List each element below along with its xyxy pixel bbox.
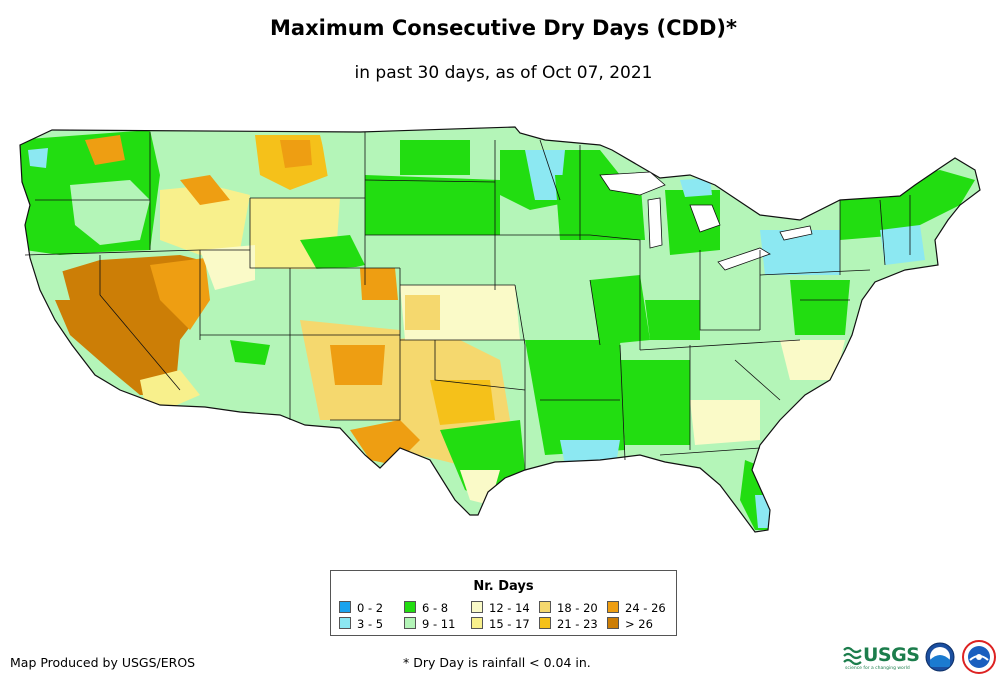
legend: Nr. Days 0 - 2 3 - 5 6 - 8 9 - 11 12 - 1… (330, 570, 677, 636)
legend-label: 12 - 14 (489, 601, 530, 615)
cdd-zone-carolinas (780, 340, 845, 380)
legend-label: 24 - 26 (625, 601, 666, 615)
legend-label: 6 - 8 (422, 601, 449, 615)
usgs-wave-icon (843, 646, 862, 666)
cdd-map (19, 126, 981, 533)
legend-label: 18 - 20 (557, 601, 598, 615)
legend-label: > 26 (625, 617, 653, 631)
cdd-zone-kansas-dry (405, 295, 440, 330)
legend-swatch (404, 617, 416, 629)
great-lakes (599, 171, 813, 271)
legend-item: 15 - 17 (471, 617, 530, 631)
legend-swatch (339, 601, 351, 613)
cdd-zone-dakotas (365, 175, 500, 235)
legend-swatch (404, 601, 416, 613)
cdd-zone-michigan-wet (680, 178, 712, 197)
legend-swatch (471, 617, 483, 629)
legend-item: 3 - 5 (339, 617, 384, 631)
cdd-zone-wa-dry (85, 135, 125, 165)
cdd-zone-virginia (790, 280, 850, 335)
legend-label: 21 - 23 (557, 617, 598, 631)
legend-item: 6 - 8 (404, 601, 449, 615)
cdd-zone-southern-new-england (880, 225, 925, 265)
legend-title: Nr. Days (473, 579, 534, 594)
legend-item: 18 - 20 (539, 601, 598, 615)
cdd-zone-e-montana (320, 130, 368, 190)
cdd-zone-montana-dry (280, 140, 312, 168)
cdd-zone-wyoming-wet (300, 235, 365, 275)
state-borders (24, 132, 911, 470)
cdd-zone-alabama (620, 360, 690, 445)
footnote-text: * Dry Day is rainfall < 0.04 in. (403, 655, 591, 670)
cdd-zone-new-mexico-dry (330, 345, 385, 385)
legend-swatch (539, 601, 551, 613)
noaa-logo-icon (925, 642, 955, 672)
cdd-zone-georgia (690, 400, 760, 445)
cdd-zone-mississippi (525, 340, 625, 455)
cdd-zone-idaho-dry (180, 175, 230, 205)
usgs-tagline: science for a changing world (845, 666, 910, 671)
cdd-zone-pennsylvania (760, 230, 840, 275)
legend-swatch (539, 617, 551, 629)
legend-item: 9 - 11 (404, 617, 456, 631)
legend-item: > 26 (607, 617, 653, 631)
legend-swatch (607, 601, 619, 613)
nws-logo-icon (962, 640, 996, 674)
cdd-zone-wa-wet (28, 148, 48, 168)
cdd-zone-louisiana (560, 440, 620, 470)
cdd-zone-arizona (200, 335, 290, 420)
legend-label: 0 - 2 (357, 601, 384, 615)
cdd-zone-arizona-wet (230, 340, 270, 365)
legend-item: 21 - 23 (539, 617, 598, 631)
map-subtitle: in past 30 days, as of Oct 07, 2021 (354, 63, 653, 83)
usgs-logo-text: USGS (863, 644, 920, 666)
usgs-logo: USGS science for a changing world (843, 640, 920, 672)
legend-label: 9 - 11 (422, 617, 456, 631)
cdd-zone-nevada-east (150, 258, 210, 330)
cdd-zone-utah-north (200, 245, 255, 290)
legend-item: 12 - 14 (471, 601, 530, 615)
legend-item: 0 - 2 (339, 601, 384, 615)
legend-label: 3 - 5 (357, 617, 384, 631)
cdd-zone-s-california (140, 370, 200, 408)
cdd-zone-s-florida (755, 495, 770, 528)
legend-item: 24 - 26 (607, 601, 666, 615)
credit-text: Map Produced by USGS/EROS (10, 655, 196, 670)
cdd-zone-illinois (590, 275, 650, 345)
legend-label: 15 - 17 (489, 617, 530, 631)
cdd-zone-idaho (160, 185, 250, 255)
legend-swatch (339, 617, 351, 629)
cdd-zone-pnw-inner (70, 180, 150, 245)
cdd-zone-c-texas (430, 380, 495, 425)
cdd-zone-indiana-kentucky (645, 300, 700, 340)
legend-swatch (607, 617, 619, 629)
cdd-zone-colorado-dry (360, 268, 398, 300)
us-outline (19, 126, 981, 533)
cdd-zone-minnesota-wet (525, 150, 565, 200)
map-title: Maximum Consecutive Dry Days (CDD)* (270, 16, 737, 40)
cdd-zone-nebraska (420, 235, 500, 280)
cdd-zone-north-dakota (400, 140, 470, 175)
legend-swatch (471, 601, 483, 613)
cdd-data-layer (20, 127, 980, 532)
